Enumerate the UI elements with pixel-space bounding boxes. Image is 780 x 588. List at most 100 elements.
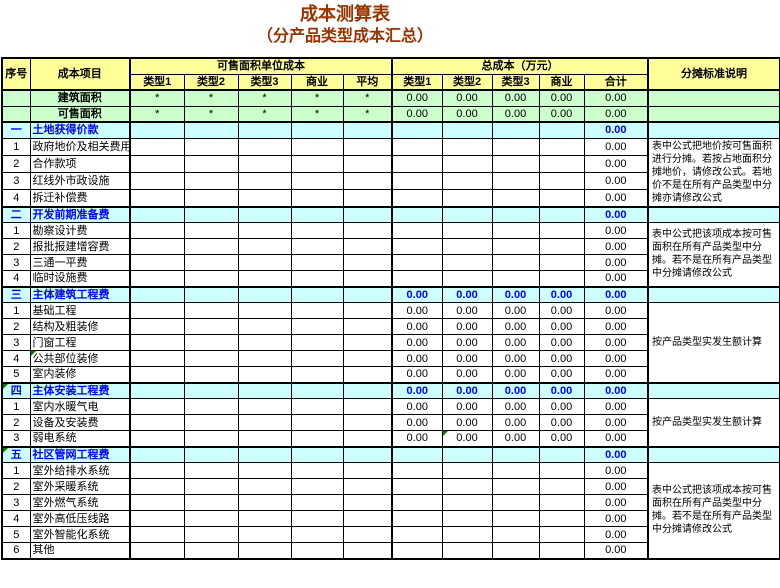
cell-item-seq[interactable]: 4	[1, 510, 31, 527]
cell-total-value[interactable]: 0.00	[441, 381, 493, 399]
cell-total-value[interactable]	[391, 494, 443, 511]
cell-total-value[interactable]: 0.00	[583, 445, 649, 463]
cell-section-seq[interactable]: 三	[1, 285, 31, 303]
cell-unit-value[interactable]: *	[183, 89, 239, 107]
cell-unit-value[interactable]	[183, 285, 239, 303]
cell-item-name[interactable]: 室外采暖系统	[29, 478, 131, 495]
cell-unit-value[interactable]	[183, 334, 239, 351]
cell-unit-value[interactable]	[183, 318, 239, 335]
cell-unit-value[interactable]	[237, 222, 292, 239]
cell-unit-value[interactable]	[237, 494, 292, 511]
cell-allocation-note[interactable]: 按产品类型实发生额计算	[647, 302, 780, 383]
cell-total-value[interactable]	[491, 462, 540, 479]
cell-section-name[interactable]: 土地获得价款	[29, 121, 131, 139]
cell-total-value[interactable]	[491, 494, 540, 511]
cell-total-value[interactable]	[491, 254, 540, 271]
cell-unit-value[interactable]	[290, 462, 344, 479]
cell-unit-value[interactable]	[129, 414, 185, 431]
cell-total-value[interactable]	[391, 254, 443, 271]
cell-item-name[interactable]: 弱电系统	[29, 430, 131, 447]
cell-total-value[interactable]: 0.00	[391, 334, 443, 351]
cell-item-seq[interactable]: 3	[1, 494, 31, 511]
cell-total-value[interactable]: 0.00	[538, 105, 585, 123]
header-total-cost-group[interactable]: 总成本（万元）	[391, 57, 649, 75]
cell-total-value[interactable]	[391, 510, 443, 527]
cell-unit-value[interactable]: *	[129, 105, 185, 123]
cell-unit-value[interactable]	[237, 171, 292, 190]
cell-item-seq[interactable]: 2	[1, 154, 31, 173]
cell-total-value[interactable]: 0.00	[583, 254, 649, 271]
cell-unit-value[interactable]	[237, 188, 292, 208]
cell-total-value[interactable]	[491, 154, 540, 173]
cell-unit-value[interactable]	[237, 478, 292, 495]
cell-item-seq[interactable]: 2	[1, 478, 31, 495]
cell-total-value[interactable]: 0.00	[491, 285, 540, 303]
cell-section-seq[interactable]: 二	[1, 205, 31, 223]
cell-unit-value[interactable]	[183, 205, 239, 223]
cell-total-value[interactable]: 0.00	[583, 188, 649, 208]
cell-unit-value[interactable]	[342, 302, 393, 319]
cell-total-value[interactable]	[491, 510, 540, 527]
cell-section-name[interactable]: 主体建筑工程费	[29, 285, 131, 303]
cell-item-name[interactable]: 三通一平费	[29, 254, 131, 271]
cell-unit-value[interactable]	[237, 254, 292, 271]
cell-total-value[interactable]: 0.00	[583, 398, 649, 415]
cell-note[interactable]	[647, 381, 780, 399]
cell-item-name[interactable]: 勘察设计费	[29, 222, 131, 239]
cell-total-value[interactable]: 0.00	[538, 398, 585, 415]
cell-unit-value[interactable]	[183, 302, 239, 319]
cell-unit-value[interactable]	[183, 222, 239, 239]
cell-unit-value[interactable]	[290, 137, 344, 156]
cell-unit-value[interactable]	[237, 398, 292, 415]
cell-unit-value[interactable]	[129, 526, 185, 543]
cell-total-value[interactable]: 0.00	[538, 302, 585, 319]
cell-unit-value[interactable]	[183, 188, 239, 208]
cell-item-seq[interactable]: 3	[1, 171, 31, 190]
cell-unit-value[interactable]	[129, 478, 185, 495]
cell-unit-value[interactable]: *	[129, 89, 185, 107]
cell-unit-value[interactable]	[237, 542, 292, 559]
cell-unit-value[interactable]	[342, 366, 393, 383]
cell-total-value[interactable]: 0.00	[441, 89, 493, 107]
cell-unit-value[interactable]	[129, 510, 185, 527]
header-unit-cost-group[interactable]: 可售面积单位成本	[128, 57, 393, 75]
cell-unit-value[interactable]	[129, 171, 185, 190]
cell-item-name[interactable]: 结构及粗装修	[29, 318, 131, 335]
cell-unit-value[interactable]	[290, 318, 344, 335]
cell-unit-value[interactable]	[342, 270, 393, 287]
cell-total-value[interactable]: 0.00	[583, 89, 649, 107]
cell-total-value[interactable]: 0.00	[583, 121, 649, 139]
cell-item-name[interactable]: 室内水暖气电	[29, 398, 131, 415]
cell-total-value[interactable]	[538, 238, 585, 255]
cell-total-value[interactable]	[391, 154, 443, 173]
cell-total-value[interactable]	[538, 205, 585, 223]
cell-unit-value[interactable]	[290, 171, 344, 190]
cell-unit-value[interactable]	[129, 205, 185, 223]
cell-unit-value[interactable]	[183, 462, 239, 479]
cell-item-name[interactable]: 其他	[29, 542, 131, 559]
cell-total-value[interactable]	[441, 526, 493, 543]
cell-total-value[interactable]	[441, 542, 493, 559]
cell-unit-value[interactable]	[183, 381, 239, 399]
cell-unit-value[interactable]	[183, 414, 239, 431]
cell-item-seq[interactable]: 4	[1, 350, 31, 367]
cell-unit-value[interactable]	[290, 121, 344, 139]
cell-unit-value[interactable]	[129, 270, 185, 287]
cell-unit-value[interactable]: *	[342, 105, 393, 123]
cell-unit-value[interactable]	[342, 318, 393, 335]
cell-unit-value[interactable]	[237, 205, 292, 223]
cell-total-value[interactable]: 0.00	[441, 318, 493, 335]
cell-total-value[interactable]: 0.00	[538, 430, 585, 447]
cell-note[interactable]	[647, 89, 780, 107]
cell-unit-value[interactable]	[290, 366, 344, 383]
cell-total-value[interactable]: 0.00	[583, 137, 649, 156]
cell-total-value[interactable]: 0.00	[491, 414, 540, 431]
cell-unit-value[interactable]: *	[290, 89, 344, 107]
cell-item-seq[interactable]: 2	[1, 414, 31, 431]
cell-total-value[interactable]: 0.00	[538, 334, 585, 351]
cell-unit-value[interactable]	[129, 430, 185, 447]
cell-total-value[interactable]: 0.00	[391, 350, 443, 367]
cell-total-value[interactable]	[491, 526, 540, 543]
cell-unit-value[interactable]	[290, 254, 344, 271]
cell-total-value[interactable]	[538, 445, 585, 463]
